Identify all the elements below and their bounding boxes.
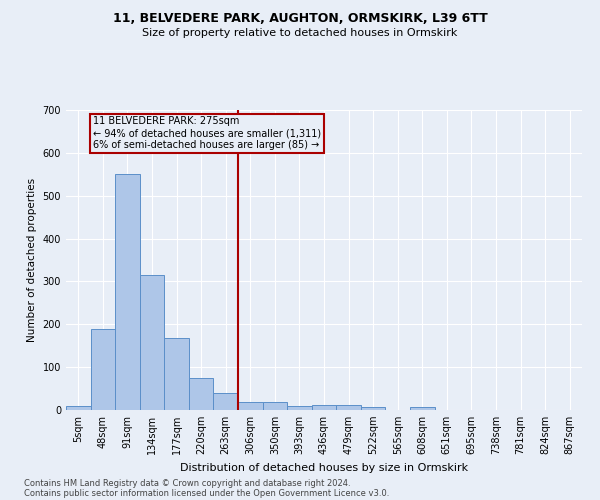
Bar [66,406,91,410]
Text: Contains HM Land Registry data © Crown copyright and database right 2024.: Contains HM Land Registry data © Crown c… [24,478,350,488]
X-axis label: Distribution of detached houses by size in Ormskirk: Distribution of detached houses by size … [180,462,468,472]
Bar [164,338,189,410]
Text: 11, BELVEDERE PARK, AUGHTON, ORMSKIRK, L39 6TT: 11, BELVEDERE PARK, AUGHTON, ORMSKIRK, L… [113,12,487,26]
Bar [336,405,361,410]
Bar [140,275,164,410]
Bar [287,406,312,410]
Bar [312,405,336,410]
Bar [115,174,140,410]
Bar [410,408,434,410]
Bar [263,402,287,410]
Text: Contains public sector information licensed under the Open Government Licence v3: Contains public sector information licen… [24,488,389,498]
Bar [238,402,263,410]
Y-axis label: Number of detached properties: Number of detached properties [27,178,37,342]
Bar [91,330,115,410]
Text: Size of property relative to detached houses in Ormskirk: Size of property relative to detached ho… [142,28,458,38]
Bar [361,406,385,410]
Bar [189,378,214,410]
Bar [214,393,238,410]
Text: 11 BELVEDERE PARK: 275sqm
← 94% of detached houses are smaller (1,311)
6% of sem: 11 BELVEDERE PARK: 275sqm ← 94% of detac… [93,116,321,150]
